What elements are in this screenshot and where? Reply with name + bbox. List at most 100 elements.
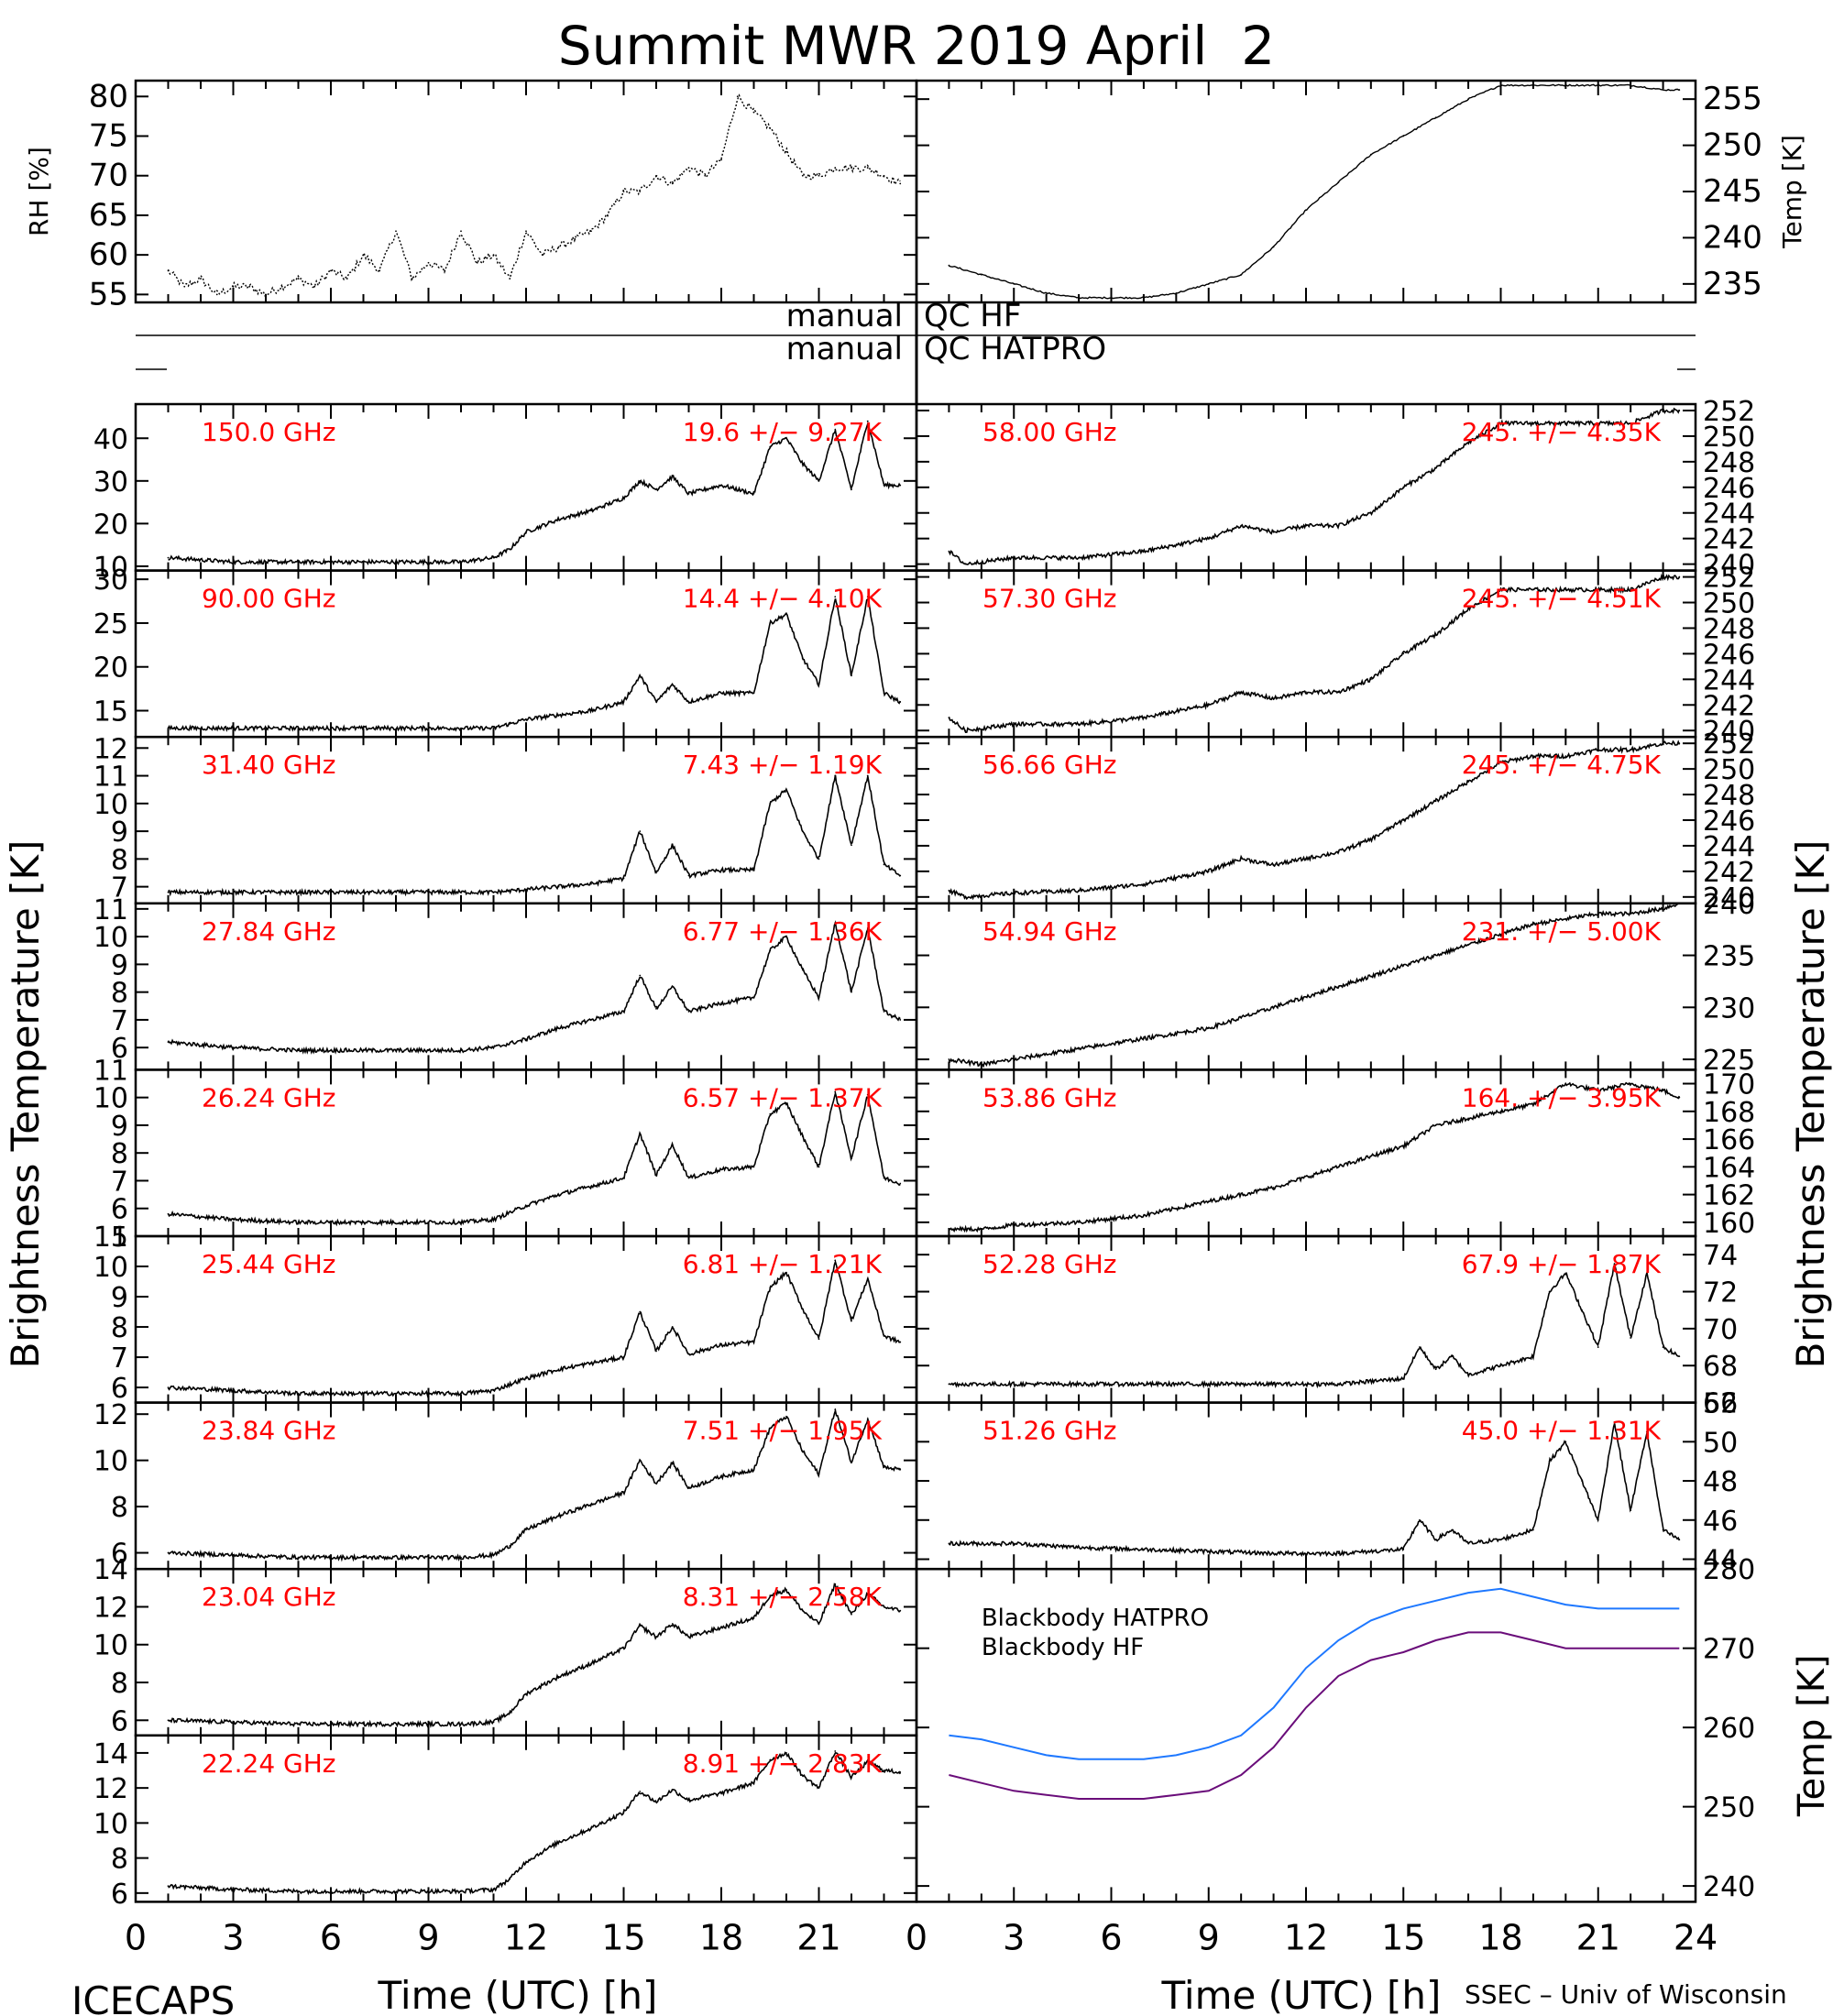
- data-point: [525, 230, 527, 233]
- data-point: [639, 1625, 642, 1627]
- data-point: [655, 701, 657, 703]
- data-point: [492, 1389, 495, 1392]
- data-point: [1078, 1383, 1080, 1386]
- x-tick-label: 12: [504, 1917, 548, 1957]
- channel-stats: 245. +/− 4.35K: [1462, 417, 1662, 447]
- data-point: [297, 1049, 300, 1052]
- data-point: [1613, 1421, 1616, 1423]
- data-point: [1207, 704, 1210, 707]
- data-point: [1207, 870, 1210, 872]
- data-point: [1532, 923, 1534, 926]
- data-point: [899, 874, 902, 877]
- channel-stats: 6.81 +/− 1.21K: [683, 1249, 883, 1279]
- data-point: [671, 1462, 674, 1464]
- y-tick-label: 235: [1703, 941, 1755, 973]
- data-point: [1467, 608, 1469, 610]
- data-point: [639, 830, 642, 833]
- data-point: [752, 1781, 755, 1784]
- qc-right-label-2: QC HATPRO: [924, 331, 1106, 367]
- y-tick-label: 242: [1703, 524, 1755, 556]
- data-point: [866, 1593, 869, 1594]
- y-tick-label: 7: [111, 1166, 128, 1198]
- y-tick-label: 240: [1703, 1871, 1755, 1903]
- data-point: [1240, 273, 1243, 276]
- data-point: [769, 622, 772, 624]
- y-tick-label: 12: [93, 733, 128, 765]
- data-point: [948, 1058, 950, 1060]
- y-tick-label: 8: [111, 1492, 128, 1524]
- data-point: [1175, 876, 1178, 879]
- data-point: [655, 1801, 657, 1803]
- series-line: [168, 421, 901, 567]
- data-point: [1337, 1166, 1340, 1168]
- data-point: [1630, 84, 1632, 86]
- y-tick-label: 244: [1703, 499, 1755, 531]
- data-point: [427, 1392, 430, 1395]
- data-point: [899, 1341, 902, 1343]
- data-point: [1402, 1548, 1405, 1550]
- data-point: [1467, 1542, 1469, 1545]
- data-point: [851, 1613, 852, 1616]
- data-point: [492, 556, 495, 559]
- data-point: [1630, 1337, 1632, 1339]
- y-tick-label: 46: [1703, 1506, 1738, 1538]
- data-point: [1645, 1272, 1648, 1275]
- data-point: [167, 1719, 170, 1722]
- data-point: [1013, 1058, 1015, 1060]
- data-point: [492, 1889, 495, 1890]
- y-tick-label: 8: [111, 1844, 128, 1876]
- data-point: [509, 1545, 511, 1547]
- data-point: [590, 1185, 592, 1188]
- data-point: [1013, 282, 1015, 285]
- y-tick-label: 30: [93, 564, 128, 597]
- data-point: [232, 1889, 235, 1890]
- channel-label: 27.84 GHz: [202, 916, 336, 947]
- data-point: [720, 484, 722, 487]
- y-tick-label: 240: [1703, 882, 1755, 915]
- channel-label: 52.28 GHz: [982, 1249, 1117, 1279]
- data-point: [948, 264, 950, 267]
- data-point: [720, 159, 722, 161]
- data-point: [362, 1392, 365, 1395]
- y-tick-label: 248: [1703, 780, 1755, 812]
- x-tick-label: 0: [906, 1917, 927, 1957]
- channel-stats: 8.91 +/− 2.83K: [683, 1748, 883, 1779]
- data-point: [851, 1157, 852, 1160]
- x-axis-label-left: Time (UTC) [h]: [378, 1973, 658, 2016]
- data-point: [801, 657, 804, 660]
- data-point: [167, 1386, 170, 1388]
- data-point: [232, 1218, 235, 1221]
- data-point: [492, 1046, 495, 1049]
- data-point: [492, 891, 495, 893]
- data-point: [671, 985, 674, 988]
- data-point: [362, 1049, 365, 1052]
- data-point: [1369, 838, 1372, 840]
- data-point: [1013, 892, 1015, 894]
- data-point: [948, 889, 950, 892]
- data-point: [980, 1063, 982, 1066]
- data-point: [232, 1554, 235, 1556]
- y-tick-label: 8: [111, 1312, 128, 1344]
- data-point: [1467, 781, 1469, 783]
- data-point: [1499, 933, 1502, 936]
- channel-stats: 245. +/− 4.51K: [1462, 584, 1662, 614]
- data-point: [866, 927, 869, 929]
- data-point: [752, 1341, 755, 1343]
- data-point: [232, 1721, 235, 1724]
- data-point: [785, 613, 787, 616]
- data-point: [1272, 863, 1275, 866]
- y-tick-label: 6: [111, 1879, 128, 1911]
- data-point: [1467, 944, 1469, 947]
- data-point: [801, 1774, 804, 1777]
- data-point: [834, 1750, 837, 1752]
- y-tick-label: 14: [93, 1554, 128, 1586]
- data-point: [818, 1338, 820, 1341]
- data-point: [639, 191, 642, 192]
- data-point: [1337, 985, 1340, 988]
- panel-blackbody: 0 3 6 9 12 15 18 21 24 240 250 260 270 280 Temp [K] Bla…: [906, 1554, 1833, 1957]
- data-point: [671, 844, 674, 847]
- channel-stats: 7.51 +/− 1.95K: [683, 1416, 883, 1446]
- data-point: [557, 1515, 560, 1517]
